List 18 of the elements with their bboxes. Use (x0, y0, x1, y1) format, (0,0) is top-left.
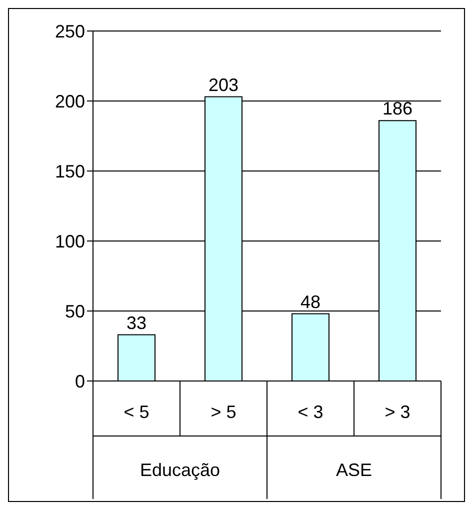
x-tick-label: < 3 (298, 402, 324, 422)
bar (292, 313, 330, 381)
x-tick-label: > 3 (384, 402, 410, 422)
y-tick-label: 250 (54, 21, 85, 42)
text: ASE (336, 460, 372, 480)
y-tick-label: 100 (54, 231, 85, 252)
data-label: 203 (208, 74, 239, 95)
y-tick-label: 0 (74, 371, 85, 392)
data-label: 186 (382, 98, 413, 119)
x-tick-label: > 5 (210, 402, 236, 422)
y-tick-label: 50 (64, 301, 85, 322)
bar (118, 334, 156, 381)
data-label: 48 (300, 292, 321, 312)
data-label: 33 (126, 312, 147, 333)
x-tick-label: < 5 (124, 402, 150, 422)
y-tick-label: 150 (54, 161, 85, 182)
text: Educação (140, 460, 220, 480)
y-tick-label: 200 (54, 91, 85, 112)
